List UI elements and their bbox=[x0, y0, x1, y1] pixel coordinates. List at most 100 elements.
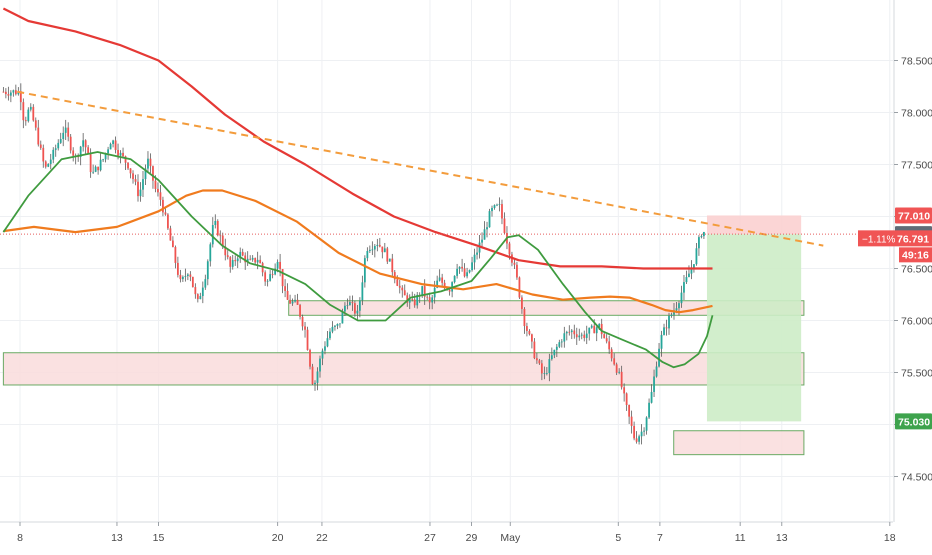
price-tick-label: 78.000 bbox=[901, 108, 932, 120]
price-tick-label: 78.500 bbox=[901, 56, 932, 68]
candle-up bbox=[486, 227, 488, 230]
candle-down bbox=[628, 405, 631, 417]
candle-up bbox=[361, 282, 364, 301]
candle-up bbox=[388, 258, 391, 262]
candle-up bbox=[488, 211, 491, 228]
time-tick-label: 22 bbox=[316, 532, 328, 544]
countdown-badge bbox=[899, 247, 932, 263]
candle-up bbox=[570, 330, 573, 333]
candle-up bbox=[545, 373, 548, 374]
candle-up bbox=[236, 258, 239, 262]
support-zone-2[interactable] bbox=[2, 352, 805, 386]
candle-up bbox=[653, 376, 655, 392]
candle-down bbox=[254, 257, 257, 263]
candle-down bbox=[516, 264, 518, 278]
price-tick-label: 75.500 bbox=[901, 368, 932, 380]
candle-down bbox=[443, 282, 446, 289]
candle-up bbox=[558, 342, 561, 347]
candle-down bbox=[391, 258, 394, 273]
candle-down bbox=[533, 341, 536, 359]
candle-up bbox=[491, 207, 493, 212]
time-tick-label: 11 bbox=[735, 532, 746, 544]
candle-down bbox=[665, 327, 668, 329]
candle-up bbox=[214, 220, 217, 226]
candle-down bbox=[381, 246, 384, 253]
candle-up bbox=[376, 244, 379, 247]
candle-up bbox=[688, 273, 690, 278]
candle-up bbox=[358, 300, 361, 311]
candle-up bbox=[52, 149, 55, 160]
candle-up bbox=[498, 204, 501, 205]
take-profit-zone[interactable] bbox=[706, 234, 802, 422]
stop-loss-zone[interactable] bbox=[706, 215, 802, 235]
candle-up bbox=[685, 277, 688, 283]
candle-down bbox=[508, 243, 511, 255]
candle-down bbox=[271, 274, 274, 275]
candle-up bbox=[663, 327, 665, 335]
time-axis[interactable]: 8 13 15 20 22 27 29 May 5 7 11 13 18 bbox=[0, 521, 896, 544]
candle-down bbox=[176, 262, 179, 275]
candle-down bbox=[169, 228, 172, 241]
candle-down bbox=[513, 262, 516, 265]
candle-down bbox=[167, 214, 169, 229]
candle-up bbox=[266, 280, 269, 282]
candle-down bbox=[249, 258, 252, 260]
candle-down bbox=[296, 299, 299, 305]
short-position-tool[interactable] bbox=[706, 215, 802, 422]
candle-down bbox=[635, 438, 638, 442]
candle-up bbox=[49, 159, 52, 164]
candle-up bbox=[239, 251, 242, 259]
candle-down bbox=[461, 266, 463, 269]
candle-down bbox=[463, 268, 466, 277]
trendline-group[interactable] bbox=[17, 90, 824, 247]
candle-up bbox=[99, 159, 102, 171]
candle-up bbox=[27, 109, 30, 122]
candle-down bbox=[623, 387, 626, 394]
candle-up bbox=[695, 248, 698, 265]
candle-down bbox=[608, 341, 611, 350]
candle-up bbox=[543, 373, 546, 374]
price-tick-label: 74.500 bbox=[901, 472, 932, 484]
candle-down bbox=[162, 199, 164, 213]
candle-up bbox=[339, 323, 341, 325]
support-zone-3[interactable] bbox=[673, 430, 805, 456]
candle-down bbox=[241, 251, 244, 256]
candle-down bbox=[7, 94, 10, 96]
candle-up bbox=[456, 268, 459, 276]
candle-up bbox=[201, 287, 204, 297]
time-tick-label: 13 bbox=[776, 532, 788, 544]
candle-down bbox=[179, 274, 182, 280]
candle-up bbox=[668, 315, 670, 329]
candle-down bbox=[393, 272, 396, 280]
candle-down bbox=[229, 257, 232, 267]
candle-down bbox=[620, 371, 623, 388]
candle-up bbox=[29, 106, 32, 110]
candle-down bbox=[518, 277, 521, 298]
candle-down bbox=[224, 246, 227, 256]
candle-down bbox=[39, 144, 42, 148]
candle-down bbox=[378, 244, 381, 247]
candle-down bbox=[309, 349, 311, 367]
candle-down bbox=[403, 290, 406, 296]
candle-up bbox=[458, 266, 461, 269]
price-tick-label: 76.500 bbox=[901, 264, 932, 276]
candle-down bbox=[191, 276, 194, 288]
candle-down bbox=[189, 274, 192, 277]
candle-down bbox=[261, 263, 264, 273]
candle-up bbox=[276, 261, 279, 269]
candle-up bbox=[590, 325, 593, 328]
candle-down bbox=[134, 179, 137, 182]
time-tick-label: 15 bbox=[153, 532, 165, 544]
candle-up bbox=[476, 252, 478, 255]
candle-up bbox=[102, 159, 104, 161]
candle-up bbox=[658, 348, 660, 367]
candle-up bbox=[670, 314, 673, 316]
descending-trendline[interactable] bbox=[17, 90, 824, 247]
time-tick-label: 27 bbox=[424, 532, 436, 544]
candle-down bbox=[226, 255, 229, 258]
price-tick-label: 77.500 bbox=[901, 160, 932, 172]
candle-up bbox=[578, 335, 581, 338]
moving-average-mid bbox=[3, 189, 713, 314]
candle-up bbox=[144, 168, 147, 180]
